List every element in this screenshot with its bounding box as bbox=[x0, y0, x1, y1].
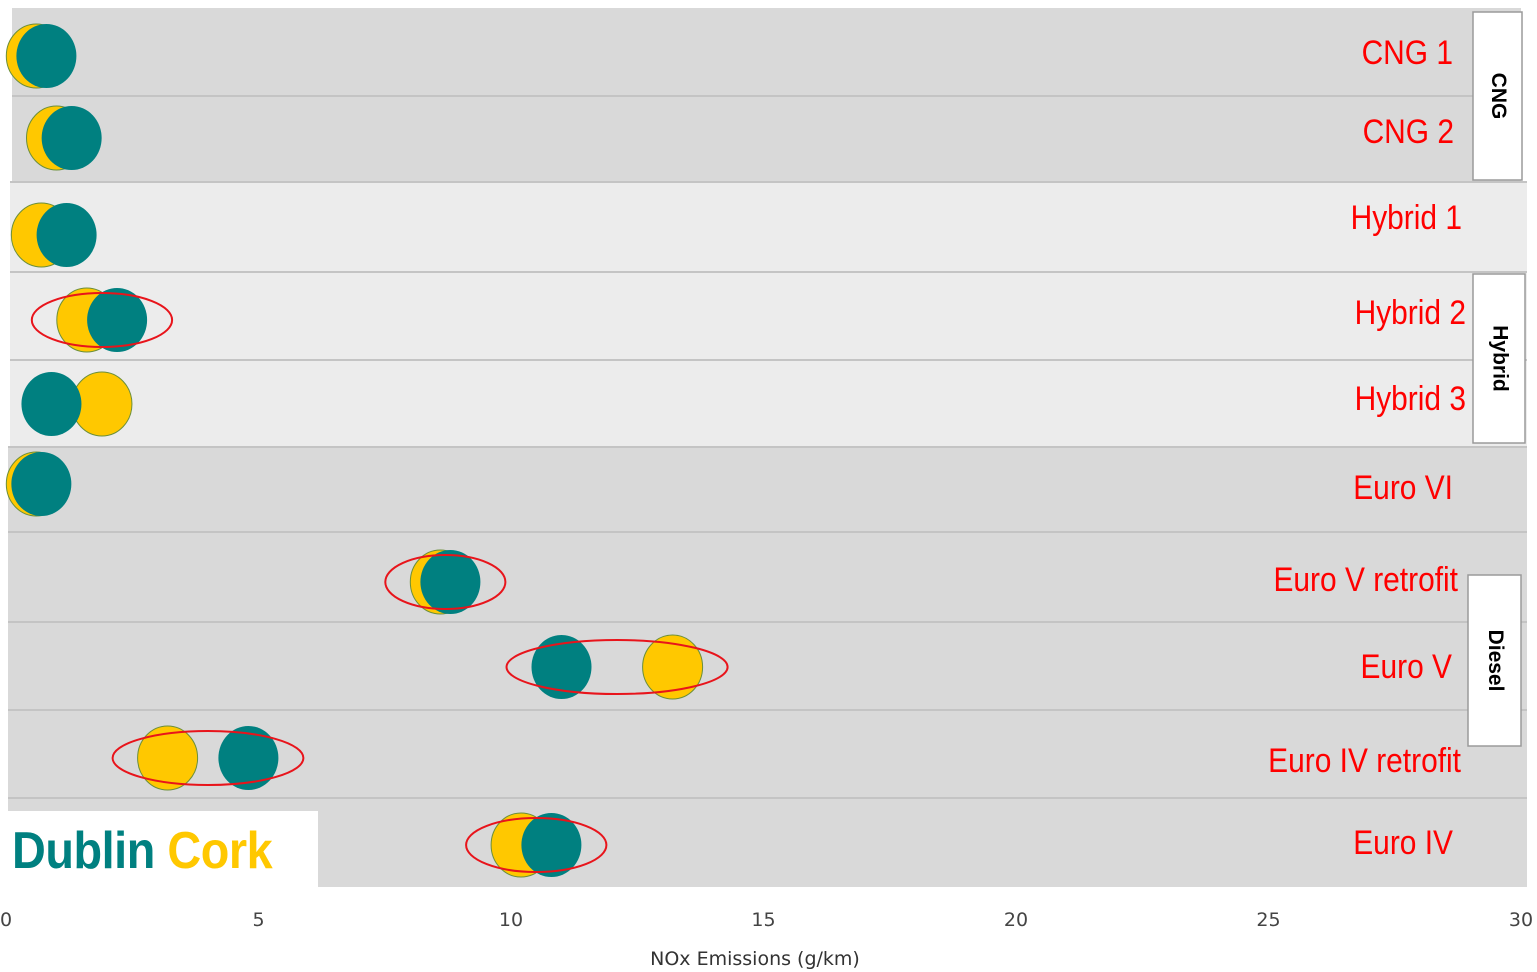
group-box-cng bbox=[1472, 11, 1523, 181]
point-dublin-hybrid-3 bbox=[21, 372, 82, 436]
category-label-cng-1: CNG 1 bbox=[1362, 33, 1453, 71]
category-label-hybrid-1: Hybrid 1 bbox=[1351, 198, 1462, 236]
x-tick-15: 15 bbox=[751, 909, 775, 931]
group-box-hybrid bbox=[1472, 273, 1526, 444]
highlight-euro-iv bbox=[465, 817, 608, 873]
point-dublin-euro-v bbox=[531, 635, 592, 699]
highlight-euro-v bbox=[505, 639, 729, 695]
point-dublin-euro-iv-retrofit bbox=[218, 726, 279, 790]
row-band-hybrid-2 bbox=[10, 272, 1527, 360]
group-label-cng: CNG bbox=[1487, 73, 1510, 120]
x-tick-0: 0 bbox=[0, 909, 12, 931]
category-label-euro-v: Euro V bbox=[1361, 647, 1453, 685]
group-label-hybrid: Hybrid bbox=[1488, 325, 1511, 392]
x-tick-10: 10 bbox=[499, 909, 523, 931]
legend-text: Dublin Cork bbox=[12, 818, 273, 884]
row-band-euro-v-retrofit bbox=[8, 532, 1527, 622]
legend-dublin: Dublin bbox=[12, 822, 155, 880]
category-label-cng-2: CNG 2 bbox=[1363, 112, 1454, 150]
category-label-euro-iv-retrofit: Euro IV retrofit bbox=[1268, 741, 1461, 779]
category-label-euro-iv: Euro IV bbox=[1353, 823, 1453, 861]
point-dublin-hybrid-1 bbox=[36, 203, 97, 267]
row-band-hybrid-3 bbox=[10, 360, 1527, 447]
category-label-euro-v-retrofit: Euro V retrofit bbox=[1273, 560, 1458, 598]
highlight-euro-iv-retrofit bbox=[111, 730, 305, 786]
row-band-hybrid-1 bbox=[10, 182, 1527, 272]
point-dublin-cng-2 bbox=[41, 106, 102, 170]
group-box-diesel bbox=[1467, 574, 1522, 747]
row-band-euro-vi bbox=[8, 447, 1527, 532]
row-band-euro-v bbox=[8, 622, 1527, 710]
category-label-euro-vi: Euro VI bbox=[1353, 468, 1453, 506]
legend bbox=[0, 811, 318, 887]
group-label-diesel: Diesel bbox=[1484, 630, 1507, 692]
legend-cork: Cork bbox=[167, 822, 273, 880]
highlight-euro-v-retrofit bbox=[384, 554, 507, 610]
point-cork-euro-iv-retrofit bbox=[137, 725, 199, 791]
x-tick-5: 5 bbox=[252, 909, 264, 931]
x-axis-label: NOx Emissions (g/km) bbox=[650, 948, 860, 970]
x-tick-20: 20 bbox=[1004, 909, 1028, 931]
point-dublin-euro-iv bbox=[521, 813, 582, 877]
row-band-cng-2 bbox=[12, 96, 1521, 182]
point-dublin-cng-1 bbox=[16, 24, 77, 88]
row-band-cng-1 bbox=[12, 8, 1521, 96]
point-dublin-hybrid-2 bbox=[87, 288, 148, 352]
point-dublin-euro-v-retrofit bbox=[420, 550, 481, 614]
category-label-hybrid-3: Hybrid 3 bbox=[1355, 379, 1466, 417]
point-cork-euro-v bbox=[642, 634, 704, 700]
highlight-hybrid-2 bbox=[30, 292, 174, 348]
point-dublin-euro-vi bbox=[11, 452, 72, 516]
category-label-hybrid-2: Hybrid 2 bbox=[1355, 293, 1466, 331]
x-tick-25: 25 bbox=[1256, 909, 1280, 931]
x-tick-30: 30 bbox=[1509, 909, 1533, 931]
